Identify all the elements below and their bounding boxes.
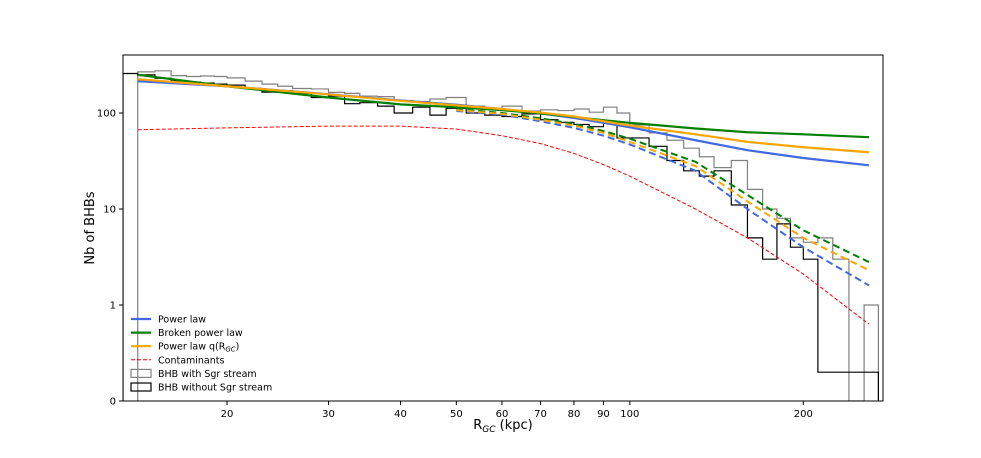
y-axis-label: Nb of BHBs <box>83 191 98 264</box>
legend-label: BHB without Sgr stream <box>158 383 272 394</box>
legend-label: Power law <box>158 315 206 326</box>
x-axis-label-subscript: GC <box>482 425 496 435</box>
x-tick-label: 60 <box>496 409 509 420</box>
x-tick-label: 70 <box>534 409 547 420</box>
x-tick-label: 20 <box>221 409 234 420</box>
power-law-dashed-curve-3 <box>456 109 870 287</box>
legend-swatch <box>130 368 152 378</box>
x-axis-ticks: 20 30 40 50 60 70 80 90 100 200 <box>221 401 813 420</box>
legend: Power law Broken power law Power law q(RGC… <box>130 315 272 394</box>
legend-item-contaminants: Contaminants <box>131 355 224 366</box>
x-axis-label-unit: (kpc) <box>496 418 533 433</box>
plot-frame <box>122 54 884 402</box>
legend-item-broken-power-law: Broken power law <box>131 328 243 339</box>
legend-item-power-law: Power law <box>131 315 206 326</box>
legend-label: Broken power law <box>158 328 243 339</box>
legend-item-power-law-q: Power law q(RGC) <box>131 342 239 354</box>
y-tick-label: 10 <box>103 205 116 216</box>
x-tick-label: 80 <box>568 409 581 420</box>
legend-label: BHB with Sgr stream <box>158 369 257 380</box>
y-tick-label: 1 <box>110 301 116 312</box>
power-law-q-dashed-curve-5 <box>456 109 870 272</box>
x-tick-label: 50 <box>450 409 463 420</box>
hist-without-sgr-histogram <box>123 72 880 401</box>
power-law-q-solid-curve-2 <box>137 78 870 154</box>
legend-swatch <box>130 382 152 392</box>
legend-label: Power law q(RGC) <box>158 342 239 354</box>
x-tick-label: 100 <box>620 409 639 420</box>
legend-item-hist-without-sgr: BHB without Sgr stream <box>130 382 272 394</box>
contaminants-dashed-thin-curve-6 <box>137 125 870 325</box>
x-tick-label: 90 <box>597 409 610 420</box>
x-tick-label: 30 <box>322 409 335 420</box>
x-tick-label: 200 <box>794 409 813 420</box>
x-tick-label: 40 <box>394 409 407 420</box>
y-tick-label: 0 <box>110 397 116 408</box>
x-axis-label: RGC (kpc) <box>473 418 533 435</box>
y-tick-label: 100 <box>97 109 116 120</box>
series-layer <box>137 73 870 325</box>
legend-label: Contaminants <box>158 355 224 366</box>
y-axis-ticks: 0 1 10 100 <box>97 109 123 408</box>
legend-item-hist-with-sgr: BHB with Sgr stream <box>130 368 257 380</box>
